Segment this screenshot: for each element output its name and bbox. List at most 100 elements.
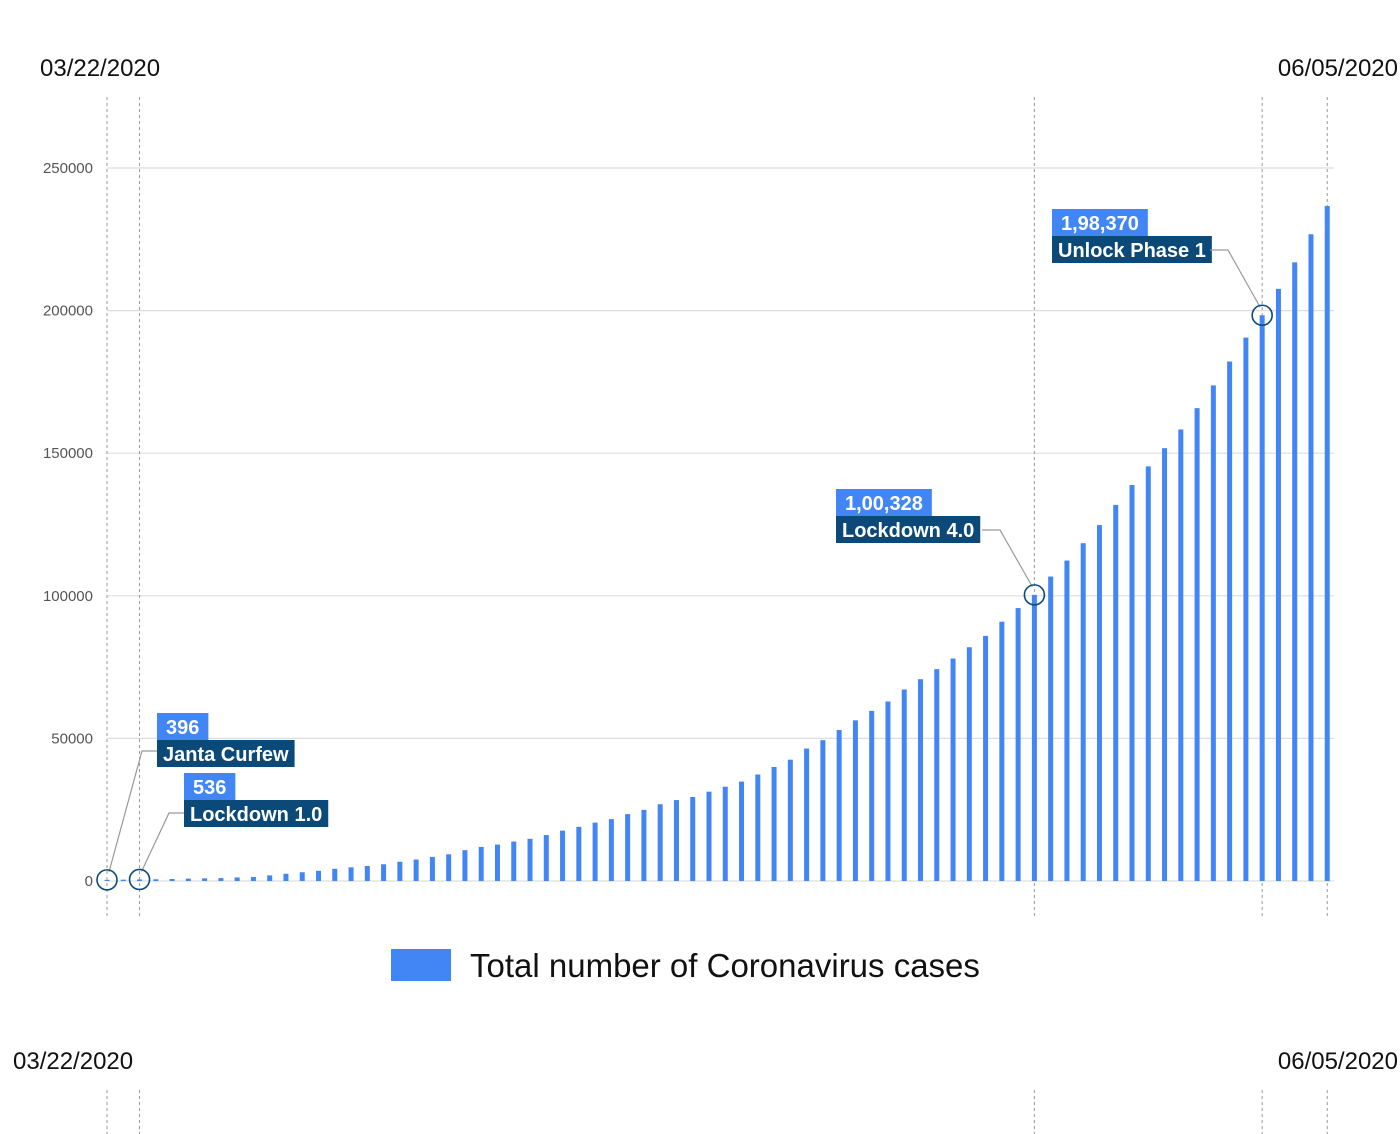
bar [1162,448,1168,881]
bar [560,830,566,881]
bar [1275,288,1281,881]
bar [332,868,338,881]
bar [494,844,500,881]
bar [267,875,273,881]
annotation-marker-circle [1023,584,1046,606]
bar [1048,576,1054,881]
bar [1259,315,1265,881]
bar [185,878,191,881]
bar [1129,485,1135,881]
annotation-marker-circle [128,868,151,891]
bar [918,679,923,881]
bar [1210,385,1216,881]
annotation-name-box [157,740,295,767]
bar [462,850,468,881]
bar [250,877,256,881]
bar [869,710,875,881]
bar [1113,504,1119,881]
annotation-marker-circle [1251,304,1273,327]
bar [722,786,728,881]
annotation-leader [1210,249,1261,308]
bar [234,877,240,881]
annotation-value-box [157,713,209,740]
bar [657,804,663,881]
annotation-leader [108,750,157,873]
bar [543,835,549,881]
bar [381,864,387,881]
bar [527,838,533,881]
y-tick-label: 50000 [51,730,93,747]
bar [153,879,159,881]
bar [787,759,793,881]
annotation-name-box [184,800,329,827]
top-start-date: 03/22/2020 [40,55,160,82]
annotation-leader [140,812,184,872]
bar [673,800,679,881]
annotation-value: 396 [166,717,199,739]
bar [1015,608,1021,881]
bar [592,822,598,881]
bar [934,669,940,881]
bar [429,856,435,881]
bar [316,870,322,881]
annotation-lockdown-4-0: 1,00,328 Lockdown 4.0 [836,489,1046,606]
annotation-name: Unlock Phase 1 [1058,240,1206,262]
bar [1064,560,1070,881]
annotation-value: 1,98,370 [1061,213,1139,235]
bar [511,841,517,881]
bar [885,701,891,881]
bar [576,826,582,881]
bar [1145,466,1151,881]
bar [1292,262,1298,881]
annotation-janta-curfew: 396 Janta Curfew [96,713,295,891]
legend: Total number of Coronavirus cases [391,947,980,984]
bar [983,635,989,881]
gridlines [107,167,1334,882]
bar [901,689,907,881]
y-tick-label: 0 [85,873,93,890]
annotation-name: Janta Curfew [163,744,289,766]
bar [1178,429,1184,881]
bar [348,867,354,881]
bar [1096,525,1102,881]
annotation-value-box [1052,209,1148,236]
bar [836,729,842,881]
bar [804,748,810,881]
bar [137,879,143,881]
bar [1227,361,1233,881]
bar [478,846,484,881]
annotation-lockdown-1-0: 536 Lockdown 1.0 [128,773,329,891]
bar [1308,234,1314,881]
bar [852,720,858,881]
y-tick-label: 100000 [43,588,93,605]
legend-swatch [391,949,451,981]
bar [169,879,175,881]
bar [820,740,826,881]
bar [299,872,305,881]
y-tick-label: 150000 [43,445,93,462]
annotations: 396 Janta Curfew 536 Lockdown 1.0 1,00,328 Lo… [96,209,1273,891]
bar [104,879,110,881]
bars [104,206,1330,882]
bar [397,861,403,881]
bar [771,766,777,881]
bar [1243,337,1249,881]
bar [446,854,452,881]
bar [202,878,208,881]
bar [608,819,614,881]
bar [1324,206,1330,882]
bar [120,879,126,881]
bar [690,797,696,881]
bar [283,873,289,881]
top-end-date: 06/05/2020 [1278,55,1398,82]
annotation-name-box [1052,236,1212,263]
y-tick-label: 200000 [43,303,93,320]
annotation-name: Lockdown 1.0 [190,804,322,826]
bar [641,809,647,881]
legend-label: Total number of Coronavirus cases [470,947,980,984]
annotation-value-box [836,489,932,516]
annotation-marker-circle [96,869,118,891]
bar [999,621,1005,881]
bar [1031,594,1037,881]
